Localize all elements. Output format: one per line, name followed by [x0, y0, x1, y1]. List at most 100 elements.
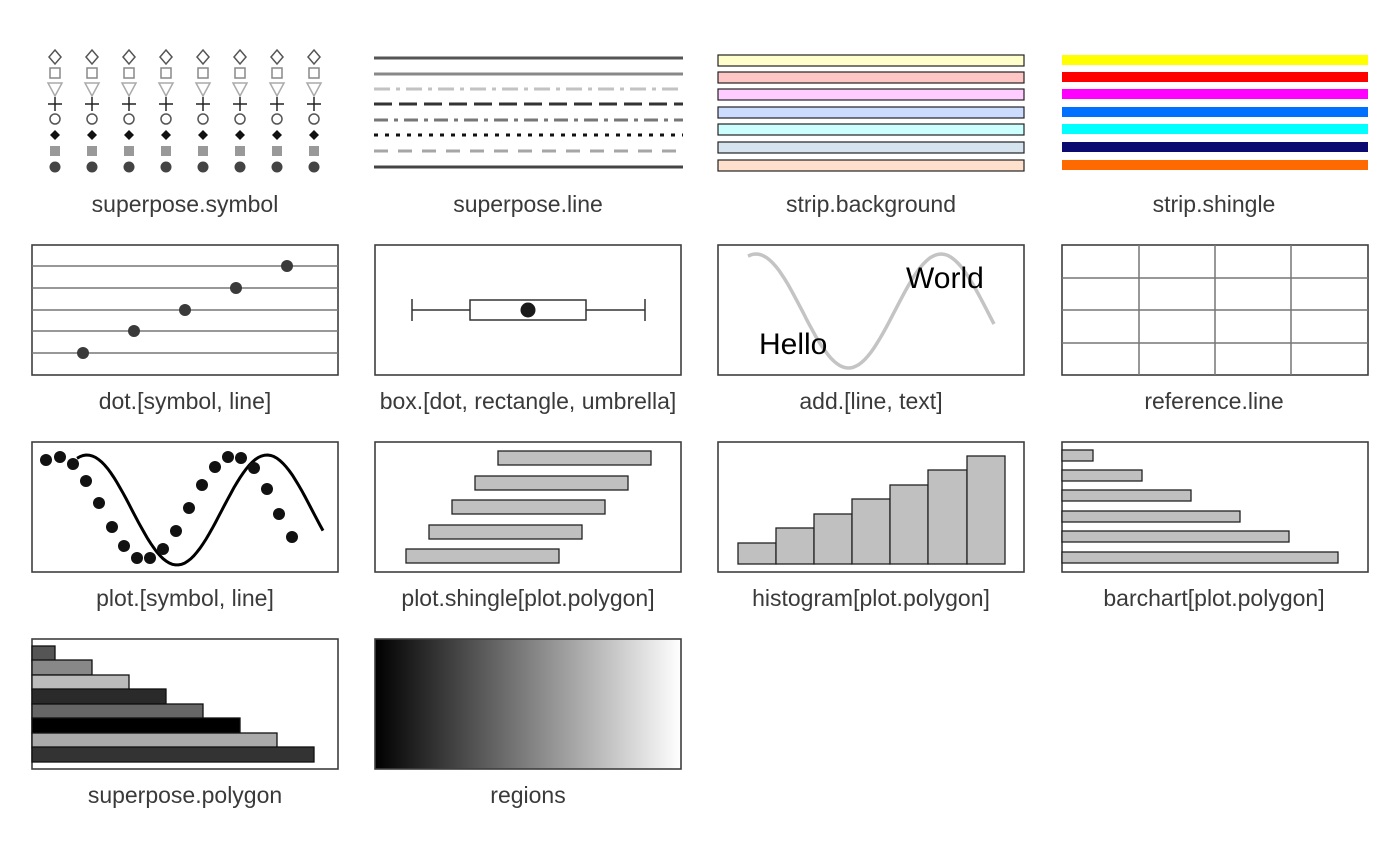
circle-symbol: [160, 113, 172, 125]
plot-symbols-and-line: [40, 451, 325, 567]
square-symbol: [160, 67, 172, 79]
label-strip-background: strip.background: [786, 191, 956, 217]
strip-background-strip: [717, 71, 1025, 84]
filled-square-symbol: [198, 146, 208, 156]
triangle-symbol: [120, 82, 138, 98]
strip-shingle-bar: [1062, 89, 1368, 99]
label-regions: regions: [490, 782, 565, 808]
circle-symbol: [49, 113, 61, 125]
reference-grid-lines: [1062, 245, 1368, 375]
plot-symbol: [273, 508, 285, 520]
dot-symbol: [77, 347, 89, 359]
panel-reference-line: reference.line: [1061, 244, 1369, 414]
label-histogram: histogram[plot.polygon]: [752, 585, 990, 611]
filled-diamond-symbol: [87, 130, 97, 140]
strip-background-strip: [717, 106, 1025, 119]
strip-background-strip: [717, 123, 1025, 136]
histogram-bar: [851, 498, 891, 565]
barchart-bars: [1061, 449, 1339, 564]
panel-regions: regions: [374, 638, 682, 808]
panel-histogram: histogram[plot.polygon]: [717, 441, 1025, 611]
plot-symbol: [286, 531, 298, 543]
plot-symbol: [118, 540, 130, 552]
square-symbol: [234, 67, 246, 79]
circle-symbol: [123, 113, 135, 125]
panel-frame: [31, 441, 339, 573]
panel-add: Hello World add.[line, text]: [717, 244, 1025, 414]
filled-diamond-symbol: [198, 130, 208, 140]
diamond-symbol: [307, 48, 321, 66]
plot-symbol: [131, 552, 143, 564]
panel-plot-shingle: plot.shingle[plot.polygon]: [374, 441, 682, 611]
circle-symbol: [308, 113, 320, 125]
label-reference-line: reference.line: [1144, 388, 1283, 414]
shingle-polygon: [451, 499, 606, 515]
shingle-polygon: [474, 475, 629, 491]
filled-diamond-symbol: [124, 130, 134, 140]
filled-square-symbol: [124, 146, 134, 156]
strip-background-strips: [717, 54, 1025, 172]
plot-symbol: [106, 521, 118, 533]
panel-frame: [717, 244, 1025, 376]
plot-symbol: [40, 454, 52, 466]
filled-circle-symbol: [308, 161, 320, 173]
barchart-bar: [1061, 489, 1192, 502]
diamond-symbol: [270, 48, 284, 66]
plot-shingle-polygons: [405, 450, 652, 564]
strip-background-strip: [717, 54, 1025, 67]
histogram-bar: [775, 527, 815, 565]
square-symbol: [197, 67, 209, 79]
panel-frame: [374, 244, 682, 376]
panel-dot: dot.[symbol, line]: [31, 244, 339, 414]
filled-circle-symbol: [197, 161, 209, 173]
plot-symbol: [144, 552, 156, 564]
box-dot: [520, 302, 536, 318]
strip-background-strip: [717, 141, 1025, 154]
label-strip-shingle: strip.shingle: [1153, 191, 1276, 217]
barchart-bar: [1061, 449, 1094, 462]
panel-frame: [374, 441, 682, 573]
diamond-symbol: [122, 48, 136, 66]
histogram-bars: [737, 455, 1006, 565]
superpose-symbol-markers: [46, 48, 323, 173]
square-symbol: [86, 67, 98, 79]
panel-strip-background: strip.background: [717, 54, 1025, 217]
filled-circle-symbol: [49, 161, 61, 173]
filled-square-symbol: [87, 146, 97, 156]
label-dot: dot.[symbol, line]: [99, 388, 272, 414]
regions-gradient: [375, 639, 681, 769]
diamond-symbol: [233, 48, 247, 66]
filled-square-symbol: [235, 146, 245, 156]
dot-symbol: [281, 260, 293, 272]
plot-symbol: [209, 461, 221, 473]
plot-symbol: [170, 525, 182, 537]
superpose-polygon-bar: [31, 645, 56, 662]
strip-shingle-bar: [1062, 107, 1368, 117]
panel-frame: [717, 441, 1025, 573]
histogram-bar: [927, 469, 968, 565]
barchart-bar: [1061, 530, 1290, 543]
filled-circle-symbol: [234, 161, 246, 173]
triangle-symbol: [305, 82, 323, 98]
label-barchart: barchart[plot.polygon]: [1103, 585, 1324, 611]
plot-symbol: [54, 451, 66, 463]
shingle-polygon: [405, 548, 560, 564]
panel-barchart: barchart[plot.polygon]: [1061, 441, 1369, 611]
barchart-bar: [1061, 469, 1143, 482]
box-umbrella-whiskers: [411, 299, 646, 321]
panel-box: box.[dot, rectangle, umbrella]: [374, 244, 682, 414]
strip-shingle-bar: [1062, 72, 1368, 82]
square-symbol: [271, 67, 283, 79]
superpose-polygon-bars: [31, 645, 315, 763]
diamond-symbol: [85, 48, 99, 66]
panel-superpose-symbol: superpose.symbol: [46, 48, 323, 217]
dot-plot-content: [32, 260, 338, 359]
triangle-symbol: [46, 82, 64, 98]
shingle-polygon: [428, 524, 583, 540]
superpose-polygon-bar: [31, 703, 204, 720]
filled-square-symbol: [50, 146, 60, 156]
label-plot: plot.[symbol, line]: [96, 585, 274, 611]
label-superpose-line: superpose.line: [453, 191, 603, 217]
circle-symbol: [197, 113, 209, 125]
triangle-symbol: [157, 82, 175, 98]
